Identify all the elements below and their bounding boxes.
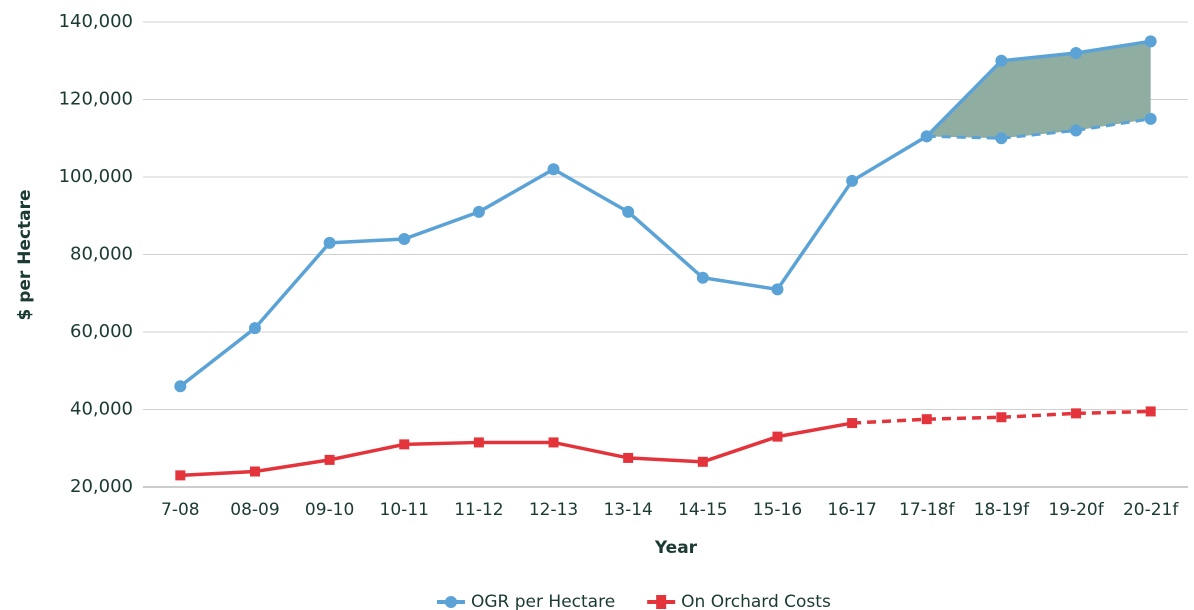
marker	[697, 456, 708, 467]
x-tick-label: 18-19f	[974, 500, 1030, 520]
marker	[249, 466, 260, 477]
x-tick-label: 11-12	[454, 500, 503, 520]
marker	[174, 380, 187, 393]
series-line-forecast	[852, 409, 1151, 425]
marker	[324, 454, 335, 465]
x-tick-label: 7-08	[161, 500, 200, 520]
x-tick-label: 10-11	[380, 500, 429, 520]
range-low-line	[926, 117, 1151, 140]
marker	[846, 174, 859, 187]
marker	[847, 418, 858, 429]
legend-label: OGR per Hectare	[471, 592, 615, 610]
y-axis-title: $ per Hectare	[15, 189, 35, 320]
y-tick-label: 60,000	[70, 321, 133, 342]
marker	[473, 437, 484, 448]
series-line	[180, 421, 853, 478]
y-tick-label: 20,000	[70, 476, 133, 497]
marker	[547, 163, 560, 176]
marker	[995, 132, 1008, 145]
marker	[1144, 35, 1157, 48]
marker	[548, 437, 559, 448]
x-tick-label: 20-21f	[1123, 500, 1179, 520]
marker	[921, 414, 932, 425]
marker	[1144, 112, 1157, 125]
range-area	[926, 41, 1151, 139]
y-tick-label: 80,000	[70, 244, 133, 265]
marker	[1145, 406, 1156, 417]
x-tick-label: 12-13	[529, 500, 578, 520]
marker	[920, 130, 933, 143]
marker	[1070, 47, 1083, 59]
x-tick-label: 16-17	[827, 500, 876, 520]
y-tick-label: 120,000	[59, 89, 133, 110]
marker	[323, 236, 336, 249]
x-tick-label: 13-14	[603, 500, 652, 520]
marker	[399, 439, 410, 450]
marker	[623, 452, 634, 463]
marker	[995, 54, 1008, 67]
y-tick-label: 140,000	[59, 11, 133, 32]
marker	[398, 233, 411, 245]
y-tick-label: 100,000	[59, 166, 133, 187]
marker	[472, 205, 485, 218]
marker	[248, 322, 261, 335]
legend-marker	[445, 596, 457, 608]
x-tick-label: 09-10	[305, 500, 354, 520]
legend-marker	[656, 595, 667, 609]
marker	[772, 431, 783, 442]
marker	[696, 271, 709, 284]
x-tick-label: 14-15	[678, 500, 727, 520]
y-tick-label: 40,000	[70, 399, 133, 420]
x-tick-label: 15-16	[753, 500, 802, 520]
marker	[771, 283, 784, 296]
x-tick-label: 19-20f	[1048, 500, 1104, 520]
legend-label: On Orchard Costs	[681, 592, 831, 610]
x-tick-label: 17-18f	[899, 500, 955, 520]
marker	[1070, 124, 1083, 137]
marker	[175, 470, 186, 481]
series-line	[179, 39, 1151, 388]
x-tick-label: 08-09	[230, 500, 279, 520]
marker	[996, 412, 1007, 423]
marker	[1071, 408, 1082, 419]
marker	[622, 205, 635, 218]
x-axis-title: Year	[654, 538, 698, 558]
